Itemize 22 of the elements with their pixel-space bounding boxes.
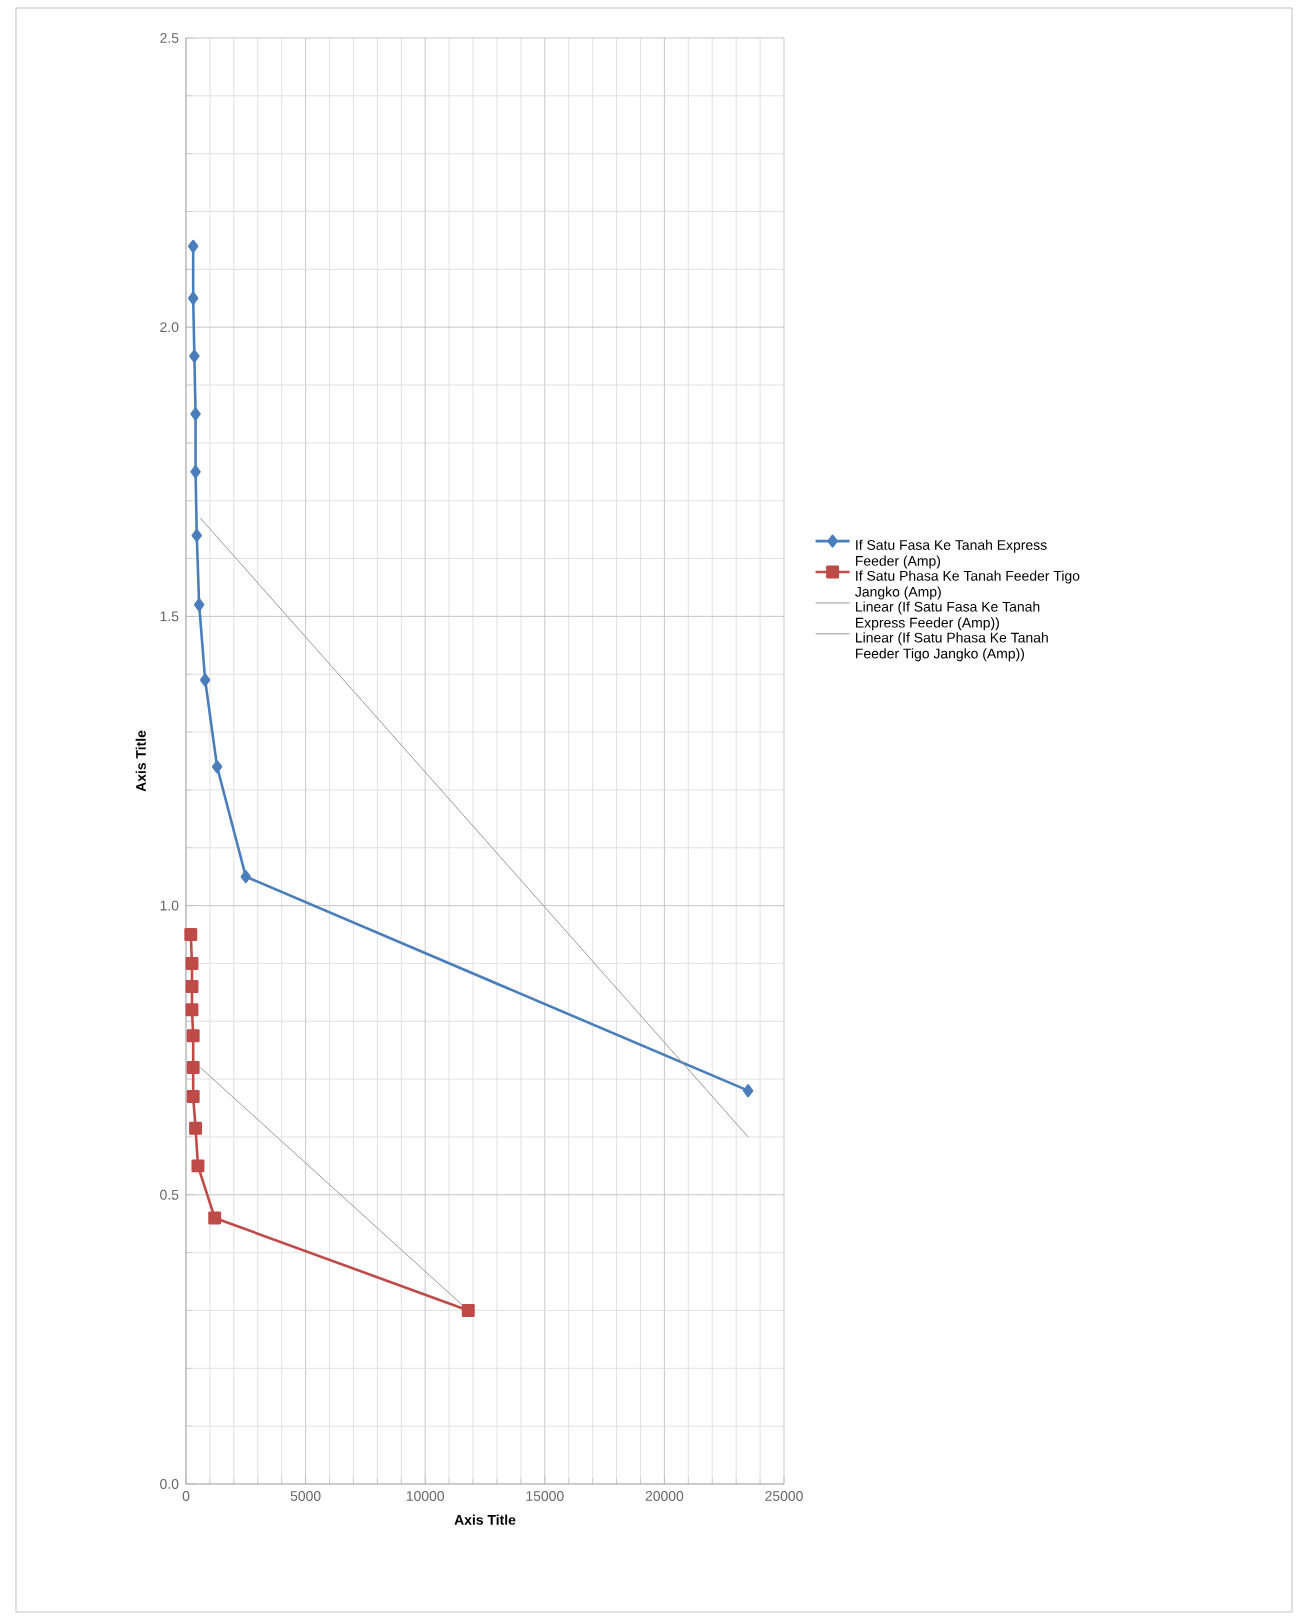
point [190, 465, 201, 479]
point [211, 760, 223, 774]
point [461, 1303, 475, 1317]
point [186, 1061, 200, 1075]
point [186, 1029, 200, 1043]
point [185, 956, 199, 970]
point [190, 407, 201, 421]
point [208, 1211, 222, 1225]
point [191, 1159, 205, 1173]
point [193, 598, 205, 612]
point [185, 1003, 199, 1017]
point [185, 980, 199, 994]
point [187, 239, 199, 253]
point [199, 673, 211, 687]
point [189, 1121, 203, 1135]
point [191, 528, 202, 542]
point [742, 1084, 754, 1098]
point [189, 349, 200, 363]
point [187, 291, 199, 305]
point [184, 928, 198, 941]
point [186, 1089, 200, 1103]
point [240, 870, 251, 884]
